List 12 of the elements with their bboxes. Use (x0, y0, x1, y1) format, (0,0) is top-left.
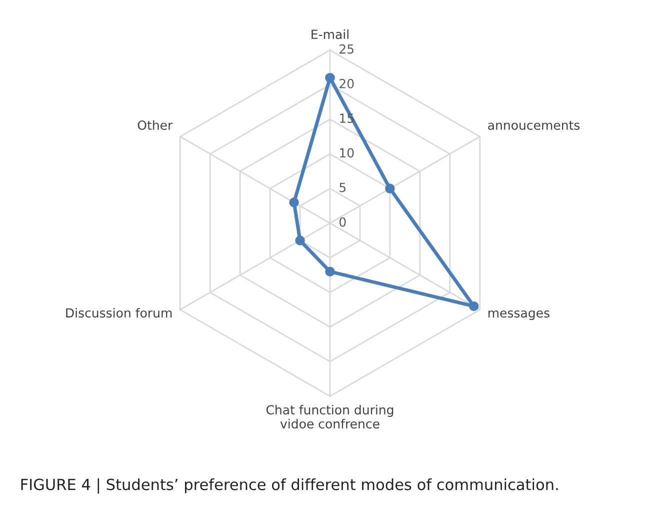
spoke-label: E-mail (312, 29, 348, 40)
spoke-label: Other (138, 120, 173, 130)
spoke-label: Chat function during vidoe confrence (266, 404, 394, 429)
spoke-label: Discussion forum (66, 308, 172, 318)
y-tick-label: 0 (339, 217, 346, 227)
y-tick-label: 10 (340, 148, 354, 158)
caption: FIGURE 4 | Students’ preference of different modes of communication. (21, 478, 558, 494)
y-tick-label: 25 (340, 44, 354, 54)
spoke-label: annoucements (488, 120, 580, 130)
y-tick-label: 5 (340, 182, 346, 192)
y-tick-label: 20 (340, 78, 354, 88)
spoke-label: messages (488, 310, 550, 320)
